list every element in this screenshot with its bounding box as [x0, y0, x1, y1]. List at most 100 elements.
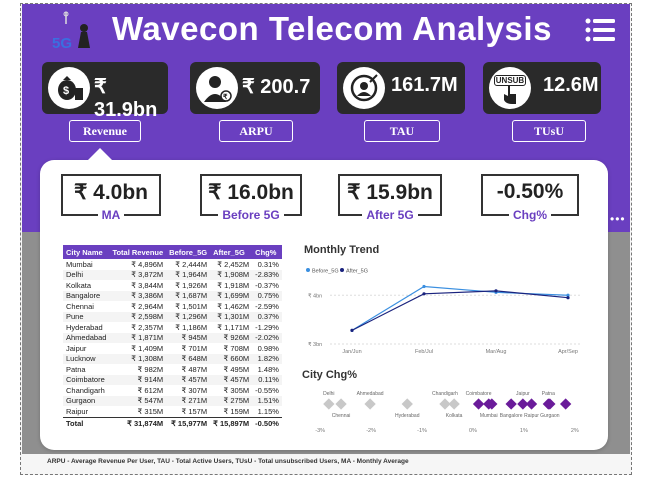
cell-before-5g: ₹ 1,687M	[166, 290, 211, 301]
legend-marker	[340, 268, 344, 272]
stat-chg-value: -0.50%	[496, 180, 564, 203]
table-row[interactable]: Mumbai ₹ 4,896M ₹ 2,444M ₹ 2,452M 0.31%	[63, 259, 282, 270]
series-line-before-5g	[351, 285, 569, 331]
page-title: Wavecon Telecom Analysis	[112, 10, 552, 47]
cell-chg: 0.37%	[252, 311, 282, 322]
active-tab-pointer	[86, 148, 114, 162]
cell-after-5g: ₹ 495M	[210, 364, 253, 375]
cell-city: Pune	[63, 311, 110, 322]
x-tick-label: -1%	[417, 428, 427, 434]
city-point-coimbatore	[472, 398, 485, 410]
table-row[interactable]: Hyderabad ₹ 2,357M ₹ 1,186M ₹ 1,171M -1.29%	[63, 322, 282, 333]
city-label: Jaipur	[516, 391, 530, 397]
stat-chg-label: Chg%	[509, 208, 551, 222]
table-row[interactable]: Patna ₹ 982M ₹ 487M ₹ 495M 1.48%	[63, 364, 282, 375]
city-point-kolkata	[448, 398, 460, 410]
table-row[interactable]: Pune ₹ 2,598M ₹ 1,296M ₹ 1,301M 0.37%	[63, 311, 282, 322]
city-label: Patna	[542, 391, 555, 397]
tab-tusu[interactable]: TUsU	[512, 120, 586, 142]
city-revenue-table: City Name Total Revenue Before_5G After_…	[63, 245, 282, 430]
data-point	[350, 328, 354, 332]
table-row[interactable]: Coimbatore ₹ 914M ₹ 457M ₹ 457M 0.11%	[63, 374, 282, 385]
monthly-trend-title: Monthly Trend	[304, 244, 380, 256]
city-chg-chart: -3% -2% -1% 0% 1% 2% Delhi Chennai Ahmedabad Hyde…	[315, 391, 579, 434]
table-row[interactable]: Jaipur ₹ 1,409M ₹ 701M ₹ 708M 0.98%	[63, 343, 282, 354]
city-point-ahmedabad	[364, 398, 376, 410]
cell-after-5g: ₹ 1,301M	[210, 311, 253, 322]
table-row[interactable]: Bangalore ₹ 3,386M ₹ 1,687M ₹ 1,699M 0.75%	[63, 290, 282, 301]
cell-before-5g: ₹ 2,444M	[166, 259, 211, 270]
cell-before-5g: ₹ 1,926M	[166, 280, 211, 291]
city-label: Ahmedabad	[357, 391, 384, 397]
series-line-after-5g	[351, 290, 569, 331]
tab-arpu[interactable]: ARPU	[219, 120, 293, 142]
cell-total-revenue: ₹ 612M	[109, 385, 167, 396]
cell-city: Jaipur	[63, 343, 110, 354]
stat-before-5g-label: Before 5G	[218, 208, 284, 222]
cell-after-5g: ₹ 1,462M	[210, 301, 253, 312]
legend-label: After_5G	[346, 269, 368, 275]
logo-text: 5G	[52, 35, 72, 52]
cell-total-revenue: ₹ 2,357M	[109, 322, 167, 333]
city-point-raipur	[525, 398, 538, 410]
x-tick-label: Mar/Aug	[486, 349, 507, 355]
footer-note: ARPU - Average Revenue Per User, TAU - T…	[47, 458, 409, 465]
cell-city: Ahmedabad	[63, 332, 110, 343]
col-total-revenue[interactable]: Total Revenue	[109, 245, 167, 259]
cell-chg: 0.98%	[252, 343, 282, 354]
col-city-name[interactable]: City Name	[63, 245, 110, 259]
cell-after-5g: ₹ 660M	[210, 353, 253, 364]
table-row[interactable]: Ahmedabad ₹ 1,871M ₹ 945M ₹ 926M -2.02%	[63, 332, 282, 343]
cell-before-5g: ₹ 271M	[166, 395, 211, 406]
table-row[interactable]: Gurgaon ₹ 547M ₹ 271M ₹ 275M 1.51%	[63, 395, 282, 406]
legend-marker	[306, 268, 310, 272]
city-point-chennai	[335, 398, 347, 410]
x-tick-label: Apr/Sep	[558, 349, 578, 355]
legend-label: Before_5G	[312, 269, 339, 275]
city-label: Hyderabad	[395, 413, 420, 419]
cell-after-5g: ₹ 159M	[210, 406, 253, 417]
cell-chg: 0.11%	[252, 374, 282, 385]
y-tick-label: ₹ 3bn	[308, 341, 322, 348]
cell-chg: -0.37%	[252, 280, 282, 291]
data-point	[566, 296, 570, 300]
city-label: Raipur	[524, 413, 539, 419]
cell-total-revenue: ₹ 2,598M	[109, 311, 167, 322]
cell-chg: 0.75%	[252, 290, 282, 301]
col-before-5g[interactable]: Before_5G	[166, 245, 211, 259]
cell-total-revenue: ₹ 315M	[109, 406, 167, 417]
stat-ma-label: MA	[97, 208, 125, 222]
city-label: Chennai	[332, 413, 351, 419]
city-label: Bangalore	[500, 413, 523, 419]
cell-city: Coimbatore	[63, 374, 110, 385]
cell-chg: 1.48%	[252, 364, 282, 375]
cell-total-revenue: ₹ 4,896M	[109, 259, 167, 270]
table-row[interactable]: Lucknow ₹ 1,308M ₹ 648M ₹ 660M 1.82%	[63, 353, 282, 364]
cell-after-5g: ₹ 457M	[210, 374, 253, 385]
table-row[interactable]: Delhi ₹ 3,872M ₹ 1,964M ₹ 1,908M -2.83%	[63, 269, 282, 280]
table-row[interactable]: Chandigarh ₹ 612M ₹ 307M ₹ 305M -0.55%	[63, 385, 282, 396]
col-chg[interactable]: Chg%	[252, 245, 282, 259]
more-options-icon[interactable]: •••	[610, 212, 626, 226]
y-tick-label: ₹ 4bn	[308, 292, 322, 299]
table-row[interactable]: Raipur ₹ 315M ₹ 157M ₹ 159M 1.15%	[63, 406, 282, 417]
tab-tau[interactable]: TAU	[364, 120, 440, 142]
table-row[interactable]: Chennai ₹ 2,964M ₹ 1,501M ₹ 1,462M -2.59%	[63, 301, 282, 312]
kpi-arpu-value: ₹ 200.7	[242, 76, 311, 98]
stat-before-5g-value: ₹ 16.0bn	[208, 181, 294, 204]
hamburger-menu-icon[interactable]	[585, 18, 615, 42]
cell-before-5g: ₹ 487M	[166, 364, 211, 375]
city-label: Mumbai	[480, 413, 498, 419]
table-row[interactable]: Kolkata ₹ 3,844M ₹ 1,926M ₹ 1,918M -0.37%	[63, 280, 282, 291]
cell-total-revenue: ₹ 914M	[109, 374, 167, 385]
cell-city: Gurgaon	[63, 395, 110, 406]
cell-city: Kolkata	[63, 280, 110, 291]
col-after-5g[interactable]: After_5G	[210, 245, 253, 259]
kpi-arpu-card: ₹ ₹ 200.7	[190, 62, 320, 114]
tab-revenue[interactable]: Revenue	[69, 120, 141, 142]
logo-5g-icon: 5G	[52, 11, 90, 52]
cell-before-5g: ₹ 1,501M	[166, 301, 211, 312]
city-point-delhi	[323, 398, 335, 410]
kpi-revenue-card: $ ₹ 31.9bn	[42, 62, 168, 121]
total-before-5g: ₹ 15,977M	[166, 416, 211, 430]
